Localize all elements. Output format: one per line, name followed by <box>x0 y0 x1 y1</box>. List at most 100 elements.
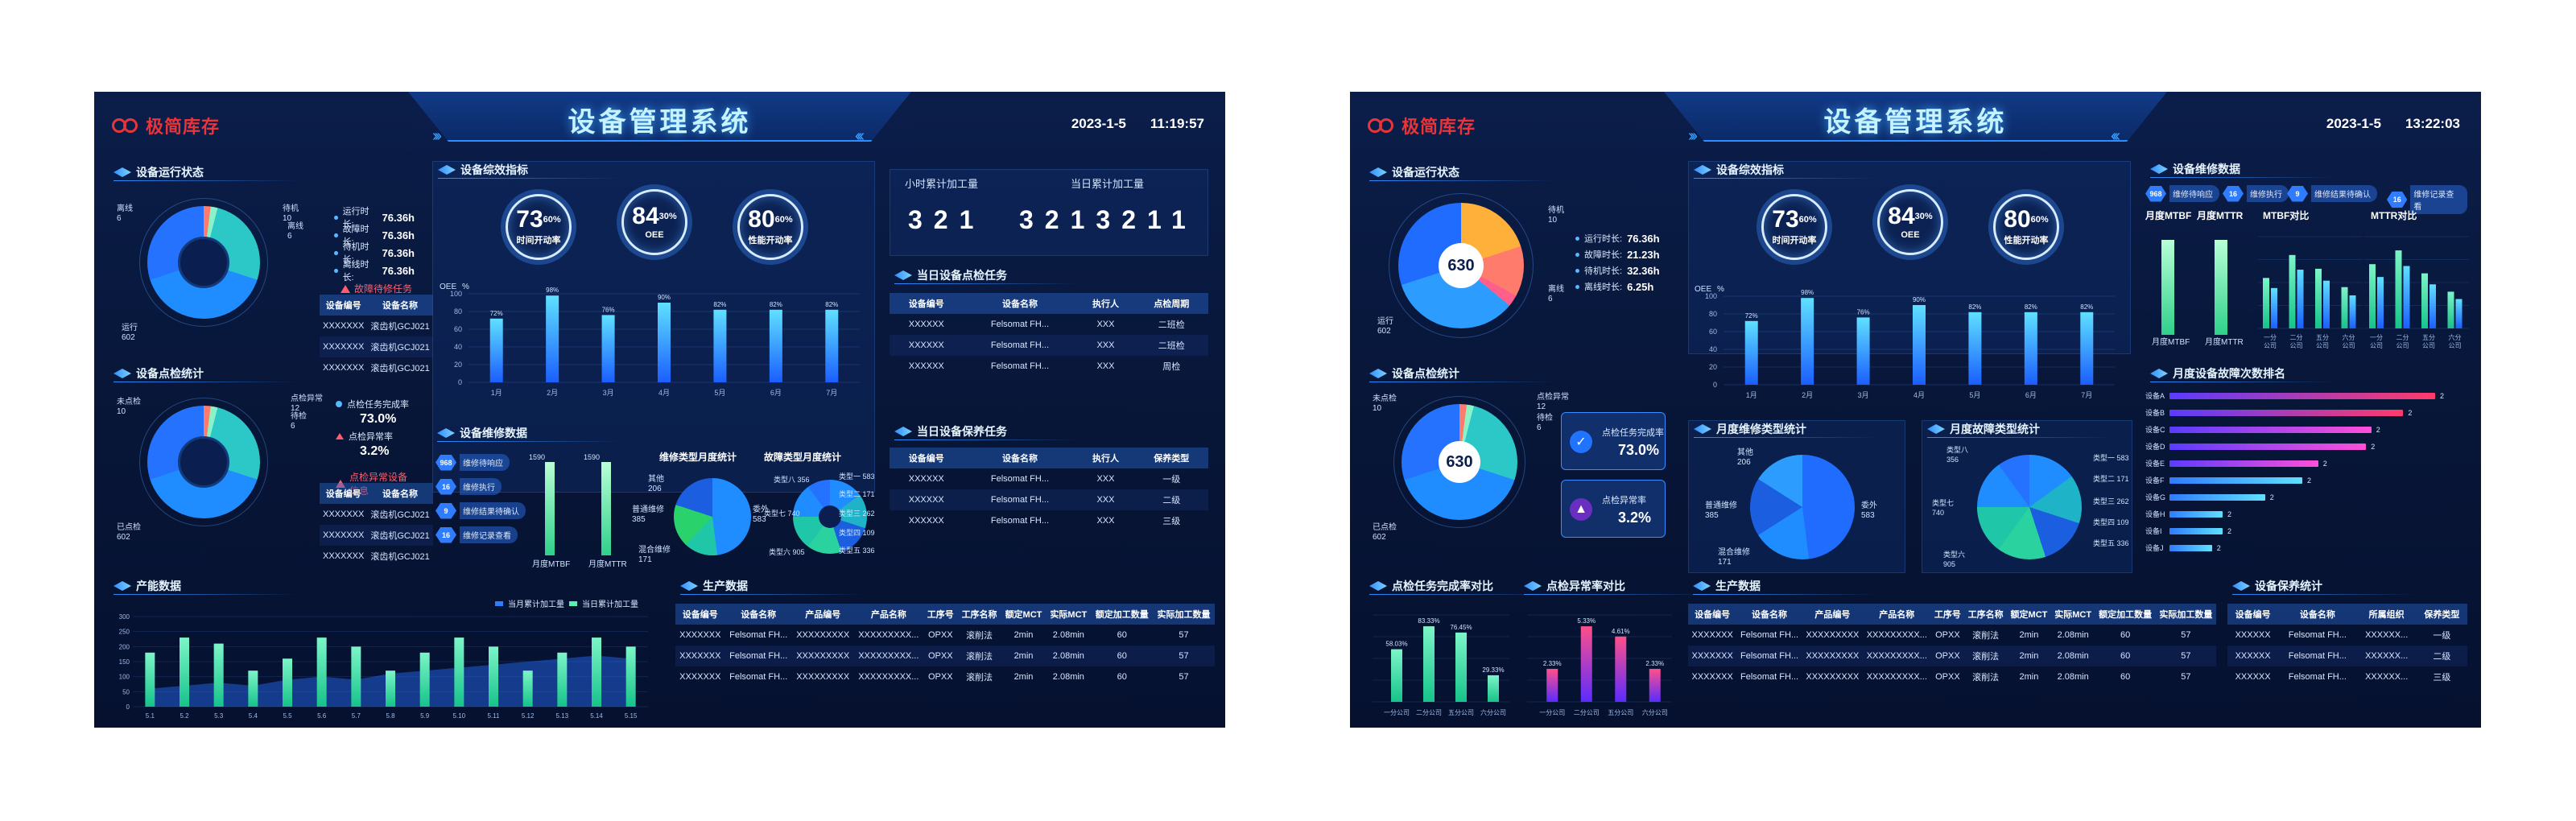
x-tick-label: 7月 <box>2081 391 2092 399</box>
table-cell: 2.08min <box>2057 630 2089 640</box>
data-label: 29.33% <box>1482 666 1504 674</box>
table-row[interactable]: XXXXXX Felsomat FH... XXX 二班检 <box>890 335 1208 356</box>
bar <box>386 670 395 707</box>
column-header: 设备编号 <box>675 604 725 625</box>
x-tick-label: 一分公司 <box>1384 709 1410 716</box>
diamond-icon <box>1369 167 1387 177</box>
table-row[interactable]: XXXXXXX 滚齿机GCJ021 <box>323 510 430 520</box>
column-header: 额定MCT <box>2007 604 2051 625</box>
table-row[interactable]: XXXXXXX 滚齿机GCJ021 <box>320 525 433 546</box>
diamond-icon <box>1369 369 1387 378</box>
rank-value: 2 <box>2216 544 2221 552</box>
table-row[interactable]: XXXXXXX Felsomat FH... XXXXXXXXX XXXXXXXXX.… <box>675 666 1215 687</box>
bar <box>1391 649 1402 702</box>
bar <box>1423 626 1435 702</box>
table-row[interactable]: XXXXXX Felsomat FH... XXXXXX... 三级 <box>2235 672 2451 683</box>
table-row[interactable]: XXXXXX Felsomat FH... XXX 二班检 <box>908 320 1185 330</box>
badge-exec[interactable]: 16 维修执行 <box>2223 185 2289 202</box>
table-row[interactable]: XXXXXX Felsomat FH... XXXXXX... 二级 <box>2227 646 2467 666</box>
table-cell: 57 <box>2155 646 2216 666</box>
x-tick-label: 4月 <box>1913 391 1925 399</box>
inspect-task-panel: 当日设备点检任务 设备编号 设备名称 执行人 点检周期 XXXXXX Felsomat … <box>890 267 1208 372</box>
y-tick-label: 250 <box>119 629 130 636</box>
diamond-icon <box>894 427 912 436</box>
table-row[interactable]: XXXXXX Felsomat FH... XXX 周检 <box>908 361 1181 372</box>
status-donut: 630 <box>1398 203 1524 328</box>
badge-record[interactable]: 16 维修记录查看 <box>2387 185 2467 214</box>
data-label: 83.33% <box>1418 617 1439 625</box>
x-tick-label: 公司 <box>2396 342 2409 349</box>
table-row[interactable]: XXXXXXX Felsomat FH... XXXXXXXXX XXXXXXXXX.… <box>1688 646 2216 666</box>
table-row[interactable]: XXXXXX Felsomat FH... XXX 一级 <box>908 474 1181 485</box>
table-cell: 滚削法 <box>966 673 993 683</box>
rank-label: 设备I <box>2145 527 2162 535</box>
header: 极简库存 ››› ‹‹‹ 设备管理系统 2023-1-5 13:22:03 <box>1350 92 2481 156</box>
rank-bar <box>2169 494 2265 501</box>
y-tick-label: 0 <box>1713 381 1717 389</box>
repair-panel: 设备维修数据 968 维修待响应 16 维修执行 9 维修结果待确认 16 维修记录查看… <box>2145 161 2469 443</box>
table-row[interactable]: XXXXXXX Felsomat FH... XXXXXXXXX XXXXXXXXX.… <box>1688 666 2216 687</box>
table-row[interactable]: XXXXXXX Felsomat FH... XXXXXXXXX XXXXXXXXX.… <box>675 625 1215 646</box>
table-row[interactable]: XXXXXX Felsomat FH... XXX 二级 <box>890 489 1208 510</box>
badge-confirm[interactable]: 9 维修结果待确认 <box>436 502 526 519</box>
rank-bar <box>2169 477 2302 484</box>
arrow-right-icon: ››› <box>432 127 442 145</box>
diamond-icon <box>680 581 698 591</box>
column-header: 产品名称 <box>853 604 924 625</box>
mtbf-bar <box>2161 240 2174 335</box>
oee-bar-chart: OEE % 0 20 40 60 80 100 72% 1月 98% 2月 76% 3月 90% 4月 82% 5… <box>440 283 860 397</box>
table-cell: 57 <box>2181 672 2191 682</box>
fault-alert: 故障待修任务 <box>341 282 412 295</box>
x-tick-label: 五分公司 <box>1608 709 1633 716</box>
prod-data-table: 设备编号 设备名称 产品编号 产品名称 工序号 工序名称 额定MCT 实际MCT 额定加工数量实… <box>675 604 1215 687</box>
table-row[interactable]: XXXXXX Felsomat FH... XXX 三级 <box>908 516 1181 526</box>
equip-status-panel: 设备运行状态 630 待机 10 离线 6 运行 602 运行时长: 76.36h 故障… <box>1364 164 1670 365</box>
x-tick-label: 六分 <box>2449 333 2462 341</box>
diamond-icon <box>1369 581 1387 591</box>
diamond-icon <box>1694 424 1711 434</box>
table-row[interactable]: XXXXXXX 滚齿机GCJ021 <box>323 321 430 332</box>
table-row[interactable]: XXXXXX Felsomat FH... XXXXXX... 一级 <box>2235 630 2451 641</box>
x-tick-label: 5.4 <box>249 712 258 720</box>
table-cell: 滚削法 <box>1972 673 2000 683</box>
data-label: 98% <box>1801 289 1814 296</box>
table-row[interactable]: XXXXXXX Felsomat FH... XXXXXXXXX XXXXXXXXX.… <box>675 646 1215 666</box>
table-cell: 滚削法 <box>966 631 993 641</box>
arrow-right-icon: ››› <box>1688 127 1698 145</box>
table-row[interactable]: XXXXXXX 滚齿机GCJ021 <box>323 363 430 373</box>
table-cell: 2.08min <box>1052 672 1084 682</box>
table-cell: Felsomat FH... <box>729 630 788 640</box>
badge-wait[interactable]: 968 维修待响应 <box>2145 185 2219 202</box>
badge-exec[interactable]: 16 维修执行 <box>436 478 502 495</box>
table-cell: OPXX <box>928 630 953 640</box>
x-tick-label: 1月 <box>491 389 502 397</box>
column-header: 工序名称 <box>1964 604 2008 625</box>
badge-record[interactable]: 16 维修记录查看 <box>436 526 518 543</box>
rank-value: 2 <box>2376 426 2380 434</box>
table-row[interactable]: XXXXXXX 滚齿机GCJ021 <box>323 551 430 562</box>
data-label: 82% <box>2080 303 2093 311</box>
table-row[interactable]: XXXXXXX 滚齿机GCJ021 <box>320 336 433 357</box>
logo: 极简库存 <box>1368 113 1476 138</box>
badge-confirm[interactable]: 9 维修结果待确认 <box>2287 185 2377 202</box>
data-label: 90% <box>1913 296 1926 303</box>
table-row[interactable]: XXXXXXX Felsomat FH... XXXXXXXXX XXXXXXXXX.… <box>1688 625 2216 646</box>
x-tick-label: 6月 <box>770 389 782 397</box>
rank-value: 2 <box>2371 443 2376 451</box>
bar <box>454 637 464 707</box>
check-icon: ✓ <box>1570 431 1592 453</box>
rank-label: 设备J <box>2145 544 2164 552</box>
y-tick-label: 200 <box>119 643 130 650</box>
y-axis-label: OEE <box>1695 285 1711 294</box>
badge-wait[interactable]: 968 维修待响应 <box>436 454 510 471</box>
table-cell: OPXX <box>1930 646 1965 666</box>
warning-icon <box>341 284 350 293</box>
table-cell: 2min <box>2019 630 2039 640</box>
oee-bar-chart: OEE % 0 20 40 60 80 100 72% 1月 98% 2月 76% 3月 90% 4月 82% 5… <box>1695 285 2115 399</box>
inspect-rate-compare-panel: 点检任务完成率对比 58.03% 一分公司 83.33% 二分公司 76.45% 五分公司… <box>1364 578 1554 723</box>
y-tick-label: 100 <box>1705 292 1717 300</box>
table-cell: XXXXXXXXX... <box>1866 630 1927 640</box>
fault-type-panel: 月度故障类型统计 类型八 356 类型七 740 类型六 905 类型一 583 类型… <box>1922 420 2132 573</box>
warning-icon <box>336 433 344 439</box>
table-cell: 滚削法 <box>1964 646 2008 666</box>
